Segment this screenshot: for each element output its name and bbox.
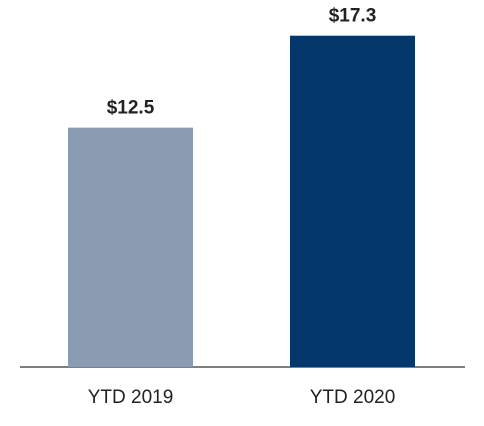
- bar: [68, 127, 193, 367]
- x-tick-label: YTD 2020: [310, 387, 396, 408]
- bar: [290, 35, 415, 368]
- value-label: $17.3: [329, 6, 377, 27]
- x-tick-label: YTD 2019: [88, 387, 174, 408]
- value-label: $12.5: [107, 98, 155, 119]
